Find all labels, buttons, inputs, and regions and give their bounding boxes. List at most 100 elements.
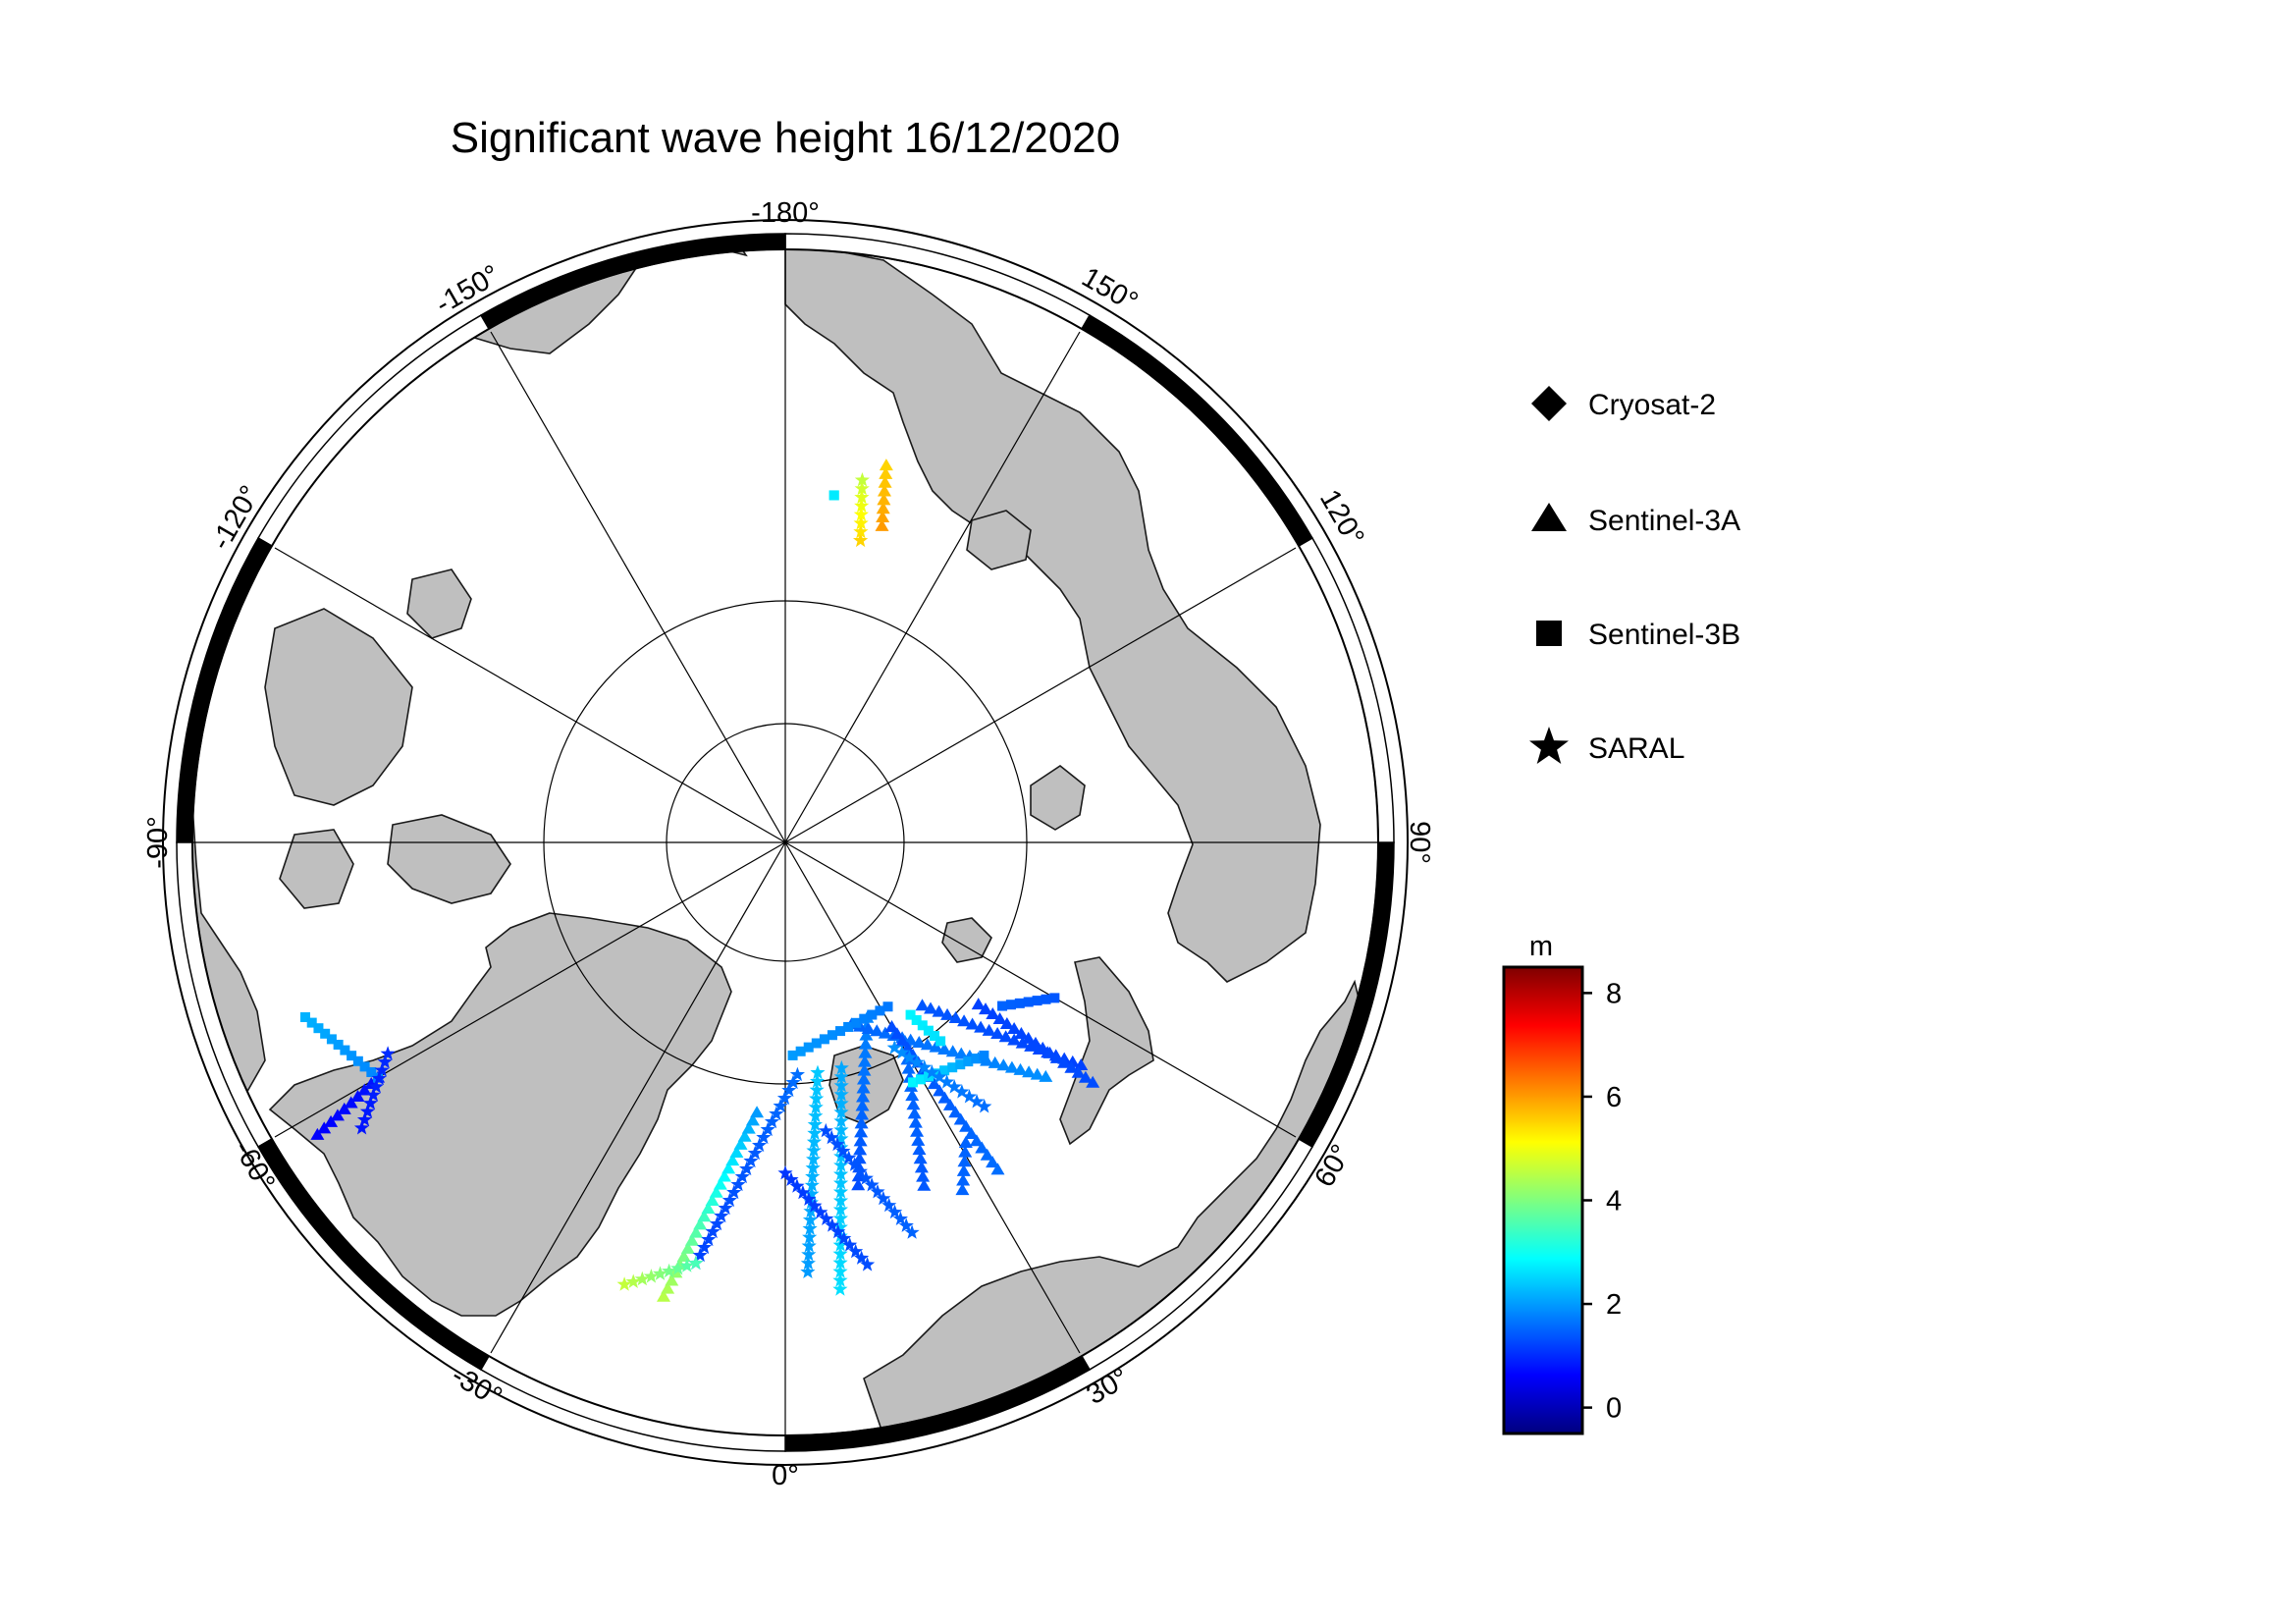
sentinel-3a-measurement xyxy=(684,1233,699,1246)
sentinel-3a-measurement xyxy=(750,1106,765,1118)
sentinel-3a-measurement xyxy=(964,1127,979,1140)
meridian-150 xyxy=(784,331,1081,843)
sentinel-3a-measurement xyxy=(717,1169,731,1182)
sentinel-3a-measurement xyxy=(856,1081,871,1094)
diamond-icon xyxy=(1531,386,1567,421)
saral-measurement xyxy=(917,1059,933,1074)
sentinel-3b-measurement xyxy=(932,1068,942,1079)
saral-measurement xyxy=(842,1237,858,1252)
saral-measurement xyxy=(670,1261,686,1275)
saral-measurement xyxy=(832,1202,848,1217)
siberia-landmass xyxy=(784,249,1321,983)
sentinel-3a-measurement xyxy=(957,1014,972,1027)
saral-measurement xyxy=(804,1177,820,1192)
sentinel-3a-measurement xyxy=(350,1089,365,1102)
saral-measurement xyxy=(377,1054,393,1069)
saral-measurement xyxy=(356,1111,373,1127)
saral-measurement xyxy=(832,1264,848,1278)
saral-measurement xyxy=(854,498,870,513)
saral-measurement xyxy=(709,1216,725,1231)
saral-measurement xyxy=(833,1086,849,1102)
saral-measurement xyxy=(909,1055,925,1069)
meridian-m150 xyxy=(490,331,786,843)
colorbar-tick-label: 8 xyxy=(1606,978,1622,1009)
altimetry-tracks xyxy=(299,459,1100,1302)
graticule xyxy=(192,249,1378,1435)
saral-measurement xyxy=(752,1137,768,1153)
saral-measurement xyxy=(829,1136,845,1152)
legend-item-cryosat-2: Cryosat-2 xyxy=(1531,386,1716,421)
saral-measurement xyxy=(802,1220,818,1235)
saral-measurement xyxy=(809,1073,826,1088)
sentinel-3a-measurement xyxy=(927,1077,941,1090)
sentinel-3b-measurement xyxy=(915,1074,926,1085)
saral-measurement xyxy=(801,1246,817,1262)
sentinel-3a-measurement xyxy=(982,1023,996,1036)
sentinel-3a-measurement xyxy=(877,493,891,506)
saral-measurement xyxy=(679,1258,695,1272)
sentinel-3a-measurement xyxy=(975,1141,989,1154)
saral-measurement xyxy=(832,1255,848,1270)
sentinel-3a-measurement xyxy=(344,1096,358,1109)
sentinel-3a-measurement xyxy=(1004,1060,1019,1073)
sentinel-3a-measurement xyxy=(942,1098,957,1110)
saral-measurement xyxy=(832,1219,848,1234)
sentinel-3a-measurement xyxy=(906,1098,921,1110)
greenland-landmass xyxy=(268,912,732,1317)
sentinel-3b-measurement xyxy=(347,1051,357,1061)
sentinel-3a-measurement xyxy=(689,1225,704,1238)
sentinel-3b-measurement xyxy=(939,1065,950,1076)
saral-measurement xyxy=(634,1271,650,1286)
sentinel-3b-measurement xyxy=(923,1025,934,1036)
saral-measurement xyxy=(783,1171,799,1186)
saral-measurement xyxy=(801,1191,817,1206)
sentinel-3a-measurement xyxy=(721,1162,736,1174)
sentinel-3a-measurement xyxy=(988,1055,1002,1068)
saral-measurement xyxy=(824,1129,839,1145)
sentinel-3a-measurement xyxy=(876,502,890,514)
sentinel-3a-measurement xyxy=(913,1152,928,1164)
sentinel-3b-measurement xyxy=(313,1023,324,1034)
sentinel-3a-measurement xyxy=(889,1027,904,1040)
sentinel-3a-measurement xyxy=(929,1040,943,1053)
sentinel-3a-measurement xyxy=(907,1107,922,1119)
lon-label-m180: -180° xyxy=(751,197,820,229)
saral-measurement xyxy=(901,1050,918,1064)
sentinel-3a-measurement xyxy=(903,1033,918,1046)
sentinel-3a-measurement xyxy=(713,1177,727,1190)
sentinel-3a-measurement xyxy=(990,1163,1005,1175)
sentinel-3a-measurement xyxy=(879,466,893,479)
sentinel-3a-measurement xyxy=(1049,1051,1064,1063)
saral-measurement xyxy=(380,1046,396,1060)
sentinel-3a-measurement xyxy=(665,1273,679,1286)
saral-measurement xyxy=(662,1263,677,1278)
sentinel-3a-measurement xyxy=(1013,1062,1028,1075)
sentinel-3a-measurement xyxy=(954,1047,969,1059)
saral-measurement xyxy=(809,1082,825,1097)
sentinel-3a-measurement xyxy=(917,1178,932,1191)
saral-measurement xyxy=(881,1197,897,1213)
saral-measurement xyxy=(371,1070,387,1085)
sentinel-3a-measurement xyxy=(969,1134,984,1147)
saral-measurement xyxy=(818,1122,833,1138)
sentinel-3b-measurement xyxy=(340,1045,350,1055)
colorbar-tick-label: 0 xyxy=(1606,1393,1622,1425)
saral-measurement xyxy=(368,1079,384,1094)
sentinel-3a-measurement xyxy=(725,1154,740,1166)
star-icon xyxy=(1529,727,1569,764)
sentinel-3a-measurement xyxy=(998,1030,1013,1043)
canadian-island-2 xyxy=(387,814,511,904)
sentinel-3a-measurement xyxy=(1071,1065,1086,1078)
sentinel-3a-measurement xyxy=(1021,1031,1036,1044)
saral-measurement xyxy=(807,1198,823,1213)
sentinel-3a-measurement xyxy=(676,1250,691,1263)
saral-measurement xyxy=(833,1140,849,1155)
franz-josef-land xyxy=(941,917,992,963)
sentinel-3a-measurement xyxy=(709,1185,723,1198)
saral-measurement xyxy=(805,1168,821,1183)
saral-measurement xyxy=(625,1273,641,1288)
canadian-island-3 xyxy=(279,829,354,909)
sentinel-3a-measurement xyxy=(940,1007,955,1020)
sentinel-3b-measurement xyxy=(299,1011,310,1022)
sentinel-3a-measurement xyxy=(986,1156,1000,1168)
